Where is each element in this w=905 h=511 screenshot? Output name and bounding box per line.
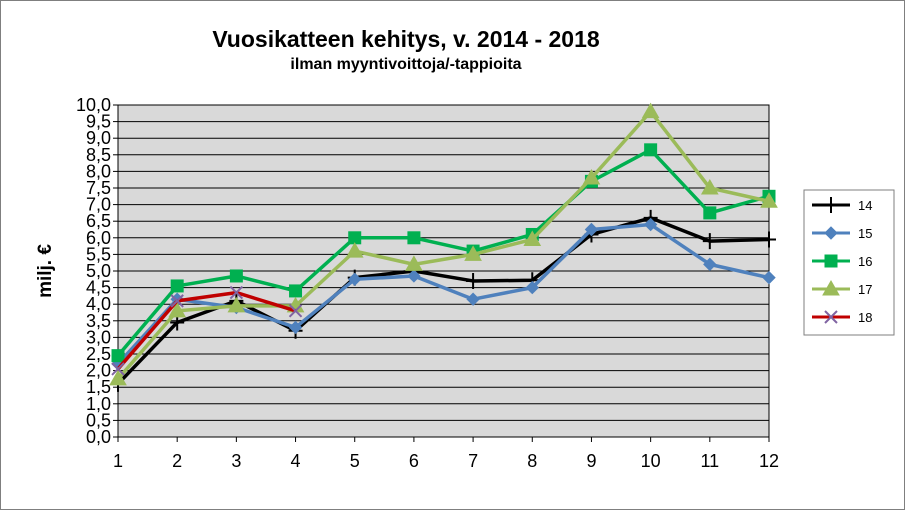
- y-tick-label: 6,0: [86, 228, 111, 248]
- legend-label: 17: [858, 282, 872, 297]
- data-point: [109, 369, 127, 386]
- data-point: [111, 349, 125, 363]
- data-point: [643, 217, 658, 232]
- y-tick-label: 9,0: [86, 128, 111, 148]
- data-point: [464, 245, 482, 261]
- data-point: [762, 270, 776, 285]
- data-point: [700, 178, 719, 195]
- data-point: [111, 362, 125, 376]
- chart-subtitle: ilman myyntivoittoja/-tappioita: [290, 56, 521, 73]
- data-point: [466, 292, 480, 306]
- y-tick-label: 8,5: [86, 145, 111, 165]
- data-point: [703, 257, 717, 272]
- y-tick-label: 8,0: [86, 161, 111, 181]
- legend-item: 15: [812, 226, 872, 241]
- legend-label: 15: [858, 226, 872, 241]
- x-tick-label: 4: [291, 451, 301, 471]
- legend-item: 14: [812, 197, 872, 213]
- data-point: [582, 169, 601, 185]
- data-point: [288, 320, 303, 335]
- data-point: [466, 272, 481, 289]
- data-point: [170, 294, 184, 308]
- y-tick-label: 6,5: [86, 211, 111, 231]
- legend-marker: [824, 197, 838, 213]
- y-tick-label: 4,0: [86, 294, 111, 314]
- series-line: [116, 109, 770, 381]
- legend-item: 18: [812, 310, 872, 325]
- data-point: [348, 231, 362, 245]
- legend-marker: [822, 279, 840, 296]
- legend-marker: [824, 226, 838, 240]
- chart-title: Vuosikatteen kehitys, v. 2014 - 2018: [212, 26, 600, 52]
- x-tick-label: 5: [350, 451, 360, 471]
- data-point: [407, 269, 421, 283]
- x-tick-label: 9: [586, 451, 596, 471]
- x-tick-label: 3: [231, 451, 241, 471]
- data-point: [762, 231, 776, 248]
- data-point: [644, 143, 658, 157]
- series-line: [116, 148, 770, 357]
- x-tick-label: 11: [700, 451, 719, 471]
- series-18: [111, 285, 303, 376]
- y-tick-label: 1,5: [86, 377, 111, 397]
- data-point: [405, 255, 423, 271]
- legend-label: 18: [858, 310, 872, 325]
- legend-item: 17: [812, 279, 872, 297]
- y-tick-label: 9,5: [86, 112, 111, 132]
- data-point: [345, 242, 364, 258]
- data-point: [584, 222, 599, 237]
- x-tick-label: 10: [641, 451, 661, 471]
- data-point: [525, 280, 539, 295]
- data-point: [168, 301, 187, 318]
- y-tick-label: 5,5: [86, 244, 111, 264]
- x-tick-label: 12: [759, 451, 779, 471]
- x-tick-label: 7: [468, 451, 478, 471]
- data-point: [703, 206, 717, 220]
- y-tick-label: 4,5: [86, 278, 111, 298]
- y-tick-label: 1,0: [86, 394, 111, 414]
- y-tick-label: 5,0: [86, 261, 111, 281]
- x-tick-label: 8: [527, 451, 537, 471]
- data-point: [760, 192, 778, 208]
- y-tick-label: 0,5: [86, 410, 111, 430]
- legend-marker: [824, 254, 838, 268]
- series-line: [116, 290, 297, 371]
- y-tick-label: 3,0: [86, 327, 111, 347]
- legend-marker: [824, 310, 838, 324]
- y-tick-label: 7,5: [86, 178, 111, 198]
- x-tick-label: 1: [113, 451, 123, 471]
- y-tick-label: 3,5: [86, 311, 111, 331]
- legend-item: 16: [812, 254, 872, 269]
- y-tick-label: 2,0: [86, 361, 111, 381]
- y-axis-label: milj. €: [35, 244, 56, 298]
- data-point: [227, 296, 246, 313]
- data-point: [229, 269, 243, 283]
- y-tick-label: 7,0: [86, 195, 111, 215]
- data-point: [229, 285, 244, 300]
- x-tick-label: 6: [409, 451, 419, 471]
- legend-label: 14: [858, 198, 872, 213]
- data-point: [170, 279, 184, 293]
- data-point: [348, 272, 362, 287]
- y-tick-label: 0,0: [86, 427, 111, 447]
- data-point: [288, 304, 303, 318]
- data-point: [289, 284, 303, 298]
- data-point: [407, 231, 421, 245]
- y-tick-label: 10,0: [76, 95, 111, 115]
- y-tick-label: 2,5: [86, 344, 111, 364]
- data-point: [641, 102, 660, 119]
- legend-label: 16: [858, 254, 872, 269]
- x-tick-label: 2: [172, 451, 182, 471]
- data-point: [523, 230, 542, 246]
- data-point: [702, 233, 717, 250]
